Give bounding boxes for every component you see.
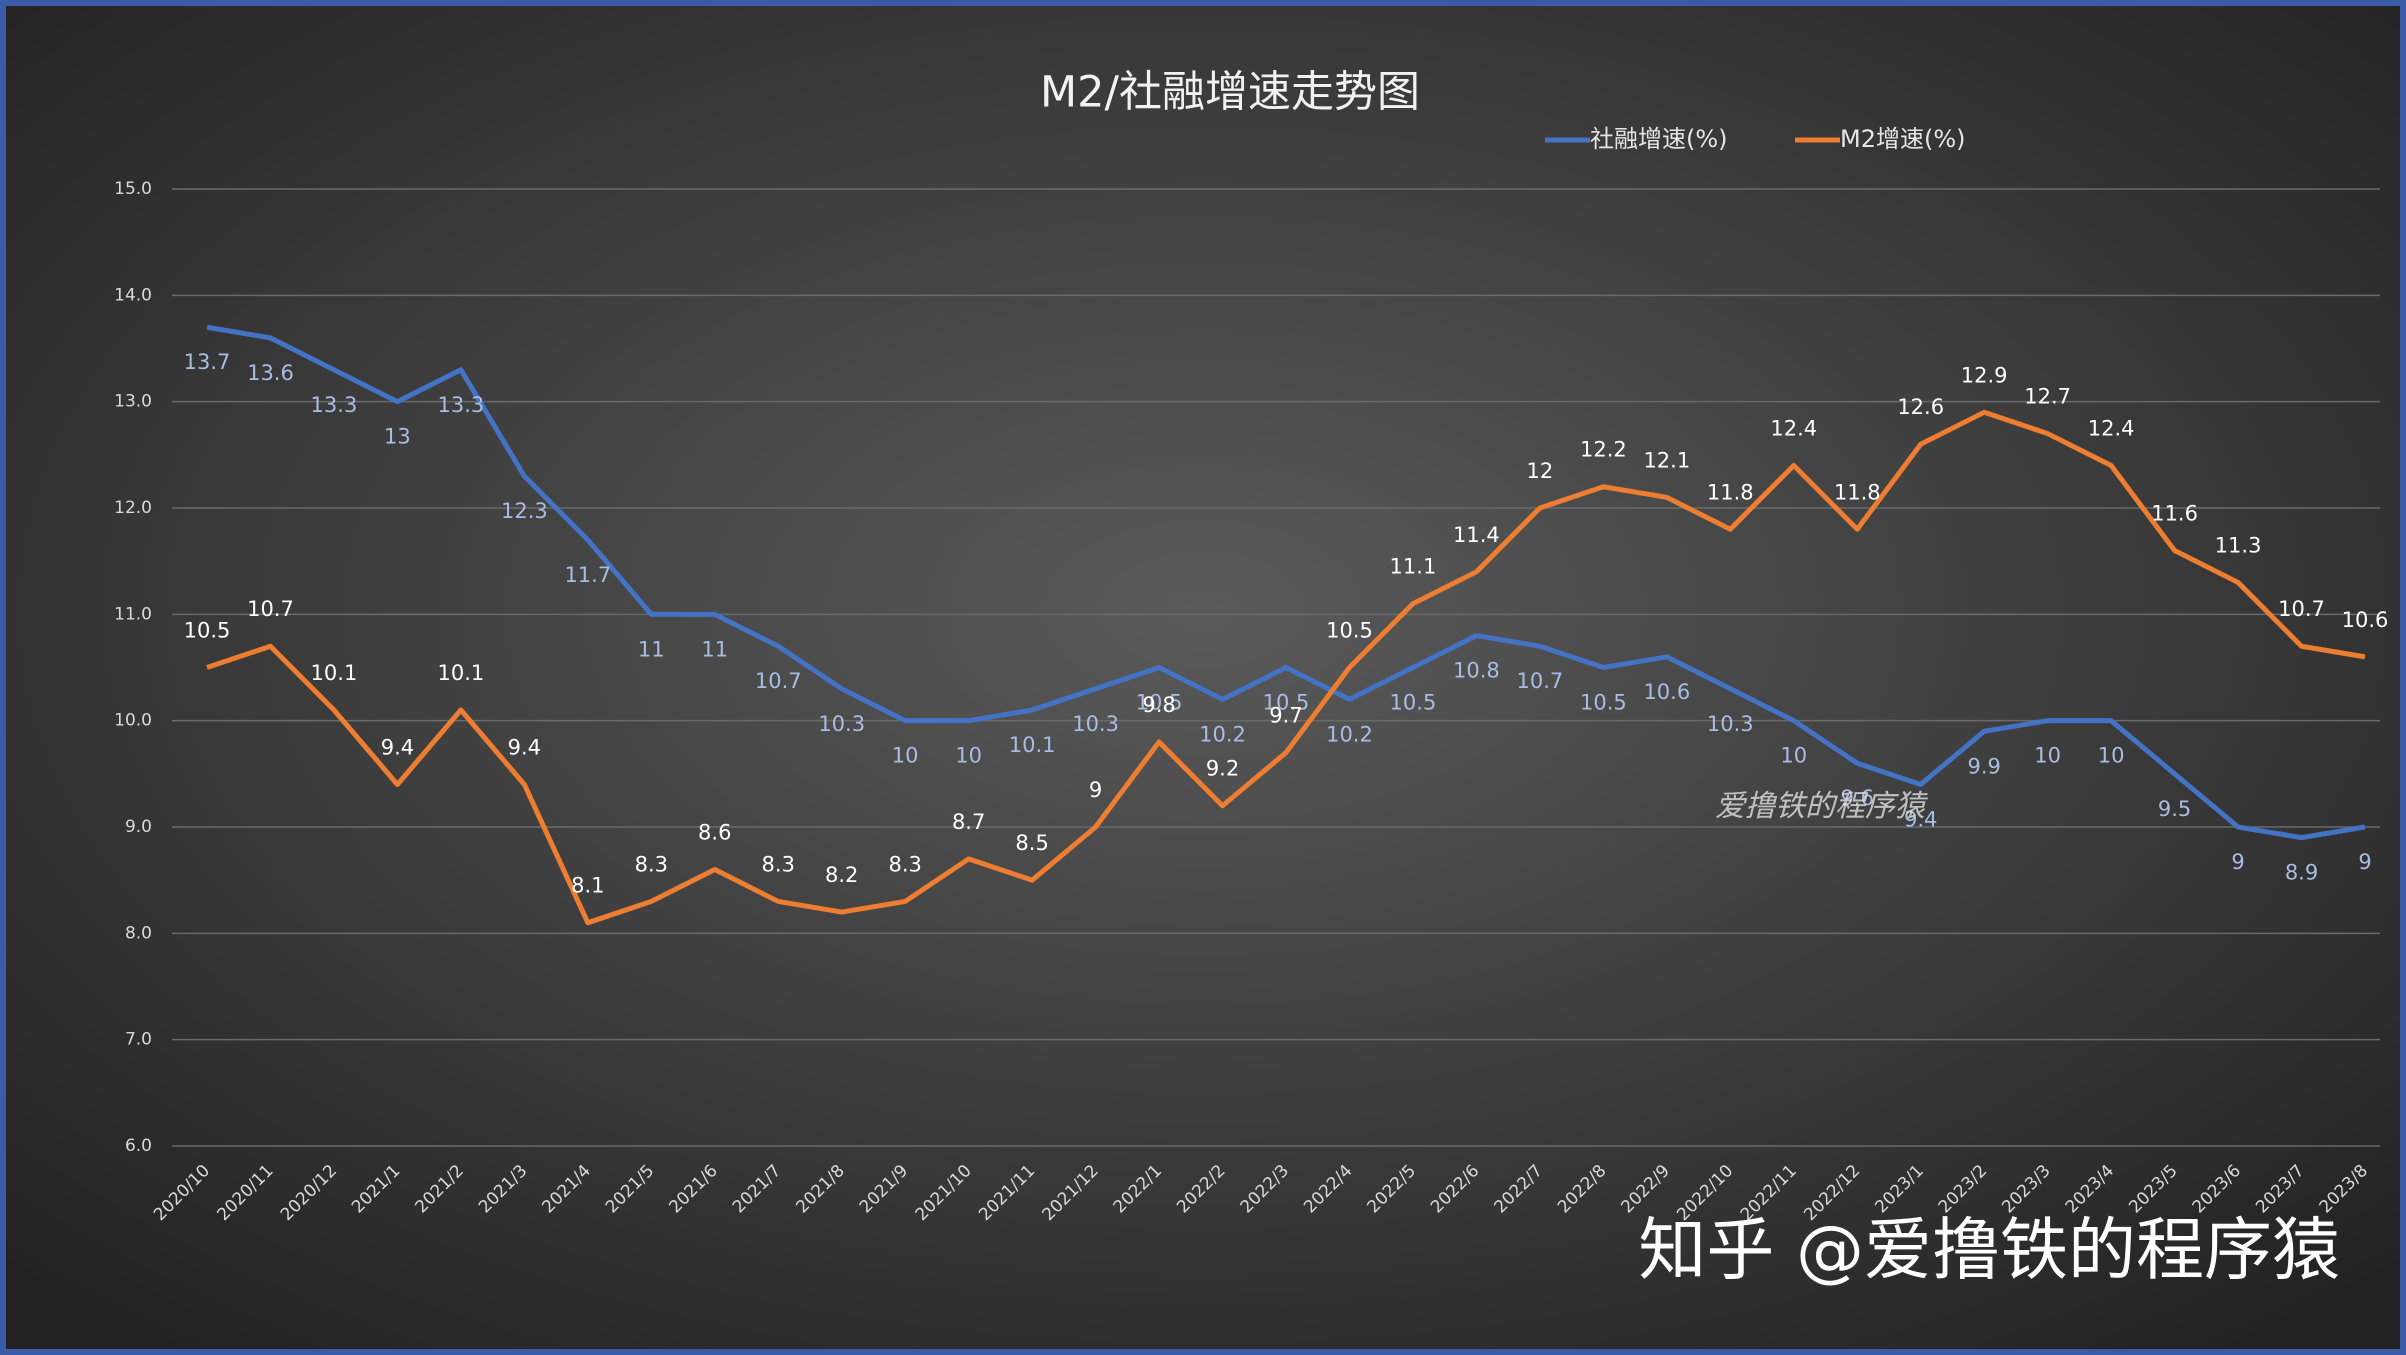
series-line bbox=[206, 409, 2366, 926]
data-label: 10.6 bbox=[1643, 680, 1690, 704]
data-label: 11.6 bbox=[2151, 502, 2198, 526]
data-label: 13.6 bbox=[247, 361, 294, 385]
series-line bbox=[206, 324, 2366, 841]
data-label: 9 bbox=[2231, 850, 2244, 874]
data-label: 8.5 bbox=[1015, 831, 1048, 855]
data-label: 10.5 bbox=[1326, 619, 1373, 643]
data-label: 11.7 bbox=[564, 563, 611, 587]
data-label: 11.1 bbox=[1390, 555, 1437, 579]
y-tick-label: 15.0 bbox=[114, 179, 152, 199]
data-label: 8.3 bbox=[888, 852, 921, 876]
data-label: 10.1 bbox=[437, 661, 484, 685]
chart-title: M2/社融增速走势图 bbox=[1040, 68, 1420, 118]
data-label: 8.6 bbox=[698, 821, 731, 845]
data-label: 12.2 bbox=[1580, 438, 1627, 462]
data-label: 13.7 bbox=[184, 350, 231, 374]
data-label: 10.5 bbox=[1390, 691, 1437, 715]
data-label: 9.7 bbox=[1269, 704, 1302, 728]
data-label: 9 bbox=[2358, 850, 2371, 874]
data-label: 13 bbox=[384, 425, 411, 449]
data-label: 12.9 bbox=[1961, 363, 2008, 387]
data-label: 10 bbox=[892, 744, 919, 768]
data-label: 8.1 bbox=[571, 874, 604, 898]
data-label: 9.4 bbox=[381, 735, 414, 759]
y-tick-label: 14.0 bbox=[114, 285, 152, 305]
data-label: 13.3 bbox=[311, 393, 358, 417]
y-tick-label: 11.0 bbox=[114, 604, 152, 624]
data-label: 13.3 bbox=[437, 393, 484, 417]
data-label: 10.5 bbox=[184, 619, 231, 643]
y-tick-label: 6.0 bbox=[125, 1136, 152, 1156]
data-label: 12.1 bbox=[1643, 448, 1690, 472]
data-label: 10 bbox=[1780, 744, 1807, 768]
legend-label: 社融增速(%) bbox=[1590, 125, 1728, 153]
data-label: 10.5 bbox=[1580, 691, 1627, 715]
data-label: 10 bbox=[2098, 744, 2125, 768]
y-tick-label: 9.0 bbox=[125, 817, 152, 837]
data-label: 9.9 bbox=[1967, 754, 2000, 778]
data-label: 12.7 bbox=[2024, 385, 2071, 409]
data-label: 10.3 bbox=[818, 712, 865, 736]
data-label: 9.4 bbox=[1904, 807, 1937, 831]
data-label: 12.4 bbox=[1770, 416, 1817, 440]
data-label: 11 bbox=[638, 637, 665, 661]
data-label: 11 bbox=[701, 637, 728, 661]
data-label: 8.3 bbox=[635, 852, 668, 876]
data-label: 8.9 bbox=[2285, 861, 2318, 885]
y-tick-label: 12.0 bbox=[114, 498, 152, 518]
legend-label: M2增速(%) bbox=[1840, 125, 1966, 153]
data-label: 12 bbox=[1527, 459, 1554, 483]
data-label: 10.3 bbox=[1072, 712, 1119, 736]
data-label: 10.6 bbox=[2342, 608, 2389, 632]
data-label: 10.2 bbox=[1199, 722, 1246, 746]
data-label: 8.2 bbox=[825, 863, 858, 887]
watermark: 爱撸铁的程序猿 bbox=[1715, 789, 1929, 824]
y-tick-label: 13.0 bbox=[114, 392, 152, 412]
data-label: 10.7 bbox=[755, 669, 802, 693]
y-tick-label: 8.0 bbox=[125, 923, 152, 943]
data-label: 10.7 bbox=[247, 597, 294, 621]
y-tick-label: 10.0 bbox=[114, 711, 152, 731]
data-label: 10.2 bbox=[1326, 722, 1373, 746]
data-label: 10.1 bbox=[311, 661, 358, 685]
data-label: 9.5 bbox=[2158, 797, 2191, 821]
data-label: 10.7 bbox=[2278, 597, 2325, 621]
data-label: 9.8 bbox=[1142, 693, 1175, 717]
data-label: 10 bbox=[2034, 744, 2061, 768]
data-label: 10.7 bbox=[1516, 669, 1563, 693]
data-label: 10.3 bbox=[1707, 712, 1754, 736]
data-label: 8.7 bbox=[952, 810, 985, 834]
data-label: 11.8 bbox=[1707, 480, 1754, 504]
data-label: 10.5 bbox=[1263, 691, 1310, 715]
data-label: 10.8 bbox=[1453, 659, 1500, 683]
data-label: 10.5 bbox=[1136, 691, 1183, 715]
data-label: 9.6 bbox=[1841, 786, 1874, 810]
data-label: 11.3 bbox=[2215, 533, 2262, 557]
data-label: 10.1 bbox=[1009, 733, 1056, 757]
data-label: 11.4 bbox=[1453, 523, 1500, 547]
data-label: 9 bbox=[1089, 778, 1102, 802]
y-tick-label: 7.0 bbox=[125, 1030, 152, 1050]
data-label: 11.8 bbox=[1834, 480, 1881, 504]
data-label: 9.4 bbox=[508, 735, 541, 759]
watermark: 知乎 @爱撸铁的程序猿 bbox=[1638, 1212, 2340, 1291]
data-label: 9.2 bbox=[1206, 757, 1239, 781]
data-label: 12.3 bbox=[501, 499, 548, 523]
data-label: 8.3 bbox=[762, 852, 795, 876]
data-label: 12.4 bbox=[2088, 416, 2135, 440]
data-label: 12.6 bbox=[1897, 395, 1944, 419]
data-label: 10 bbox=[955, 744, 982, 768]
